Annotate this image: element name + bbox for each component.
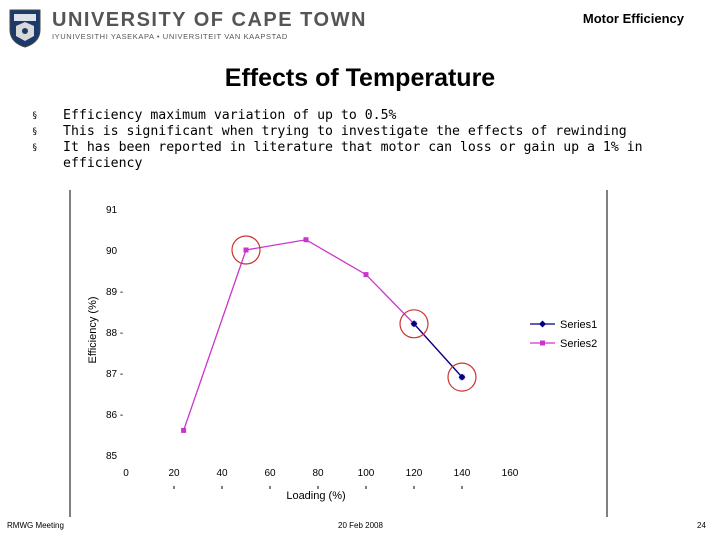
data-point-series2 [303, 237, 309, 243]
y-tick-labels: 85 86 - 87 - 88 - 89 - 90 91 [106, 205, 123, 462]
x-tick-label: 140 [454, 468, 471, 479]
x-axis-label: Loading (%) [286, 490, 345, 502]
bullet-text: This is significant when trying to inves… [63, 124, 627, 139]
x-tick-label: 100 [358, 468, 375, 479]
bullet-icon: § [32, 143, 38, 153]
series-line-series2 [182, 239, 463, 431]
y-tick-label: 90 [106, 246, 118, 257]
data-point-series1 [410, 320, 418, 328]
series-line-series1 [413, 323, 463, 378]
plot-area [181, 235, 477, 433]
x-tick-label: 20 [168, 468, 180, 479]
chart-legend: Series1 Series2 [530, 319, 597, 350]
x-tick-labels: 0 20 40 60 80 100 120 140 160 [123, 468, 519, 489]
bullet-icon: § [32, 127, 38, 137]
highlight-circle [231, 235, 261, 265]
y-tick-label: 89 - [106, 287, 123, 298]
data-point-series2 [181, 427, 187, 433]
footer-page-number: 24 [697, 521, 706, 530]
footer-meeting: RMWG Meeting [7, 521, 64, 530]
y-tick-label: 86 - [106, 410, 123, 421]
bullet-text: It has been reported in literature that … [63, 140, 643, 171]
legend-label-series1: Series1 [560, 319, 597, 331]
x-tick-label: 0 [123, 468, 129, 479]
x-tick-label: 60 [264, 468, 276, 479]
bullet-text: Efficiency maximum variation of up to 0.… [63, 108, 397, 123]
university-name: UNIVERSITY OF CAPE TOWN [52, 9, 367, 31]
bullet-item: § This is significant when trying to inve… [32, 124, 682, 140]
y-axis-label: Efficiency (%) [87, 296, 99, 363]
data-point-series1 [458, 373, 466, 381]
y-tick-label: 85 [106, 451, 118, 462]
data-point-series2 [363, 272, 369, 278]
x-tick-label: 160 [502, 468, 519, 479]
bullet-icon: § [32, 111, 38, 121]
y-tick-label: 88 - [106, 328, 123, 339]
highlight-circle [447, 362, 477, 392]
university-crest-icon [9, 9, 41, 48]
x-tick-label: 80 [312, 468, 324, 479]
bullet-item: § Efficiency maximum variation of up to 0… [32, 108, 682, 124]
y-tick-label: 87 - [106, 369, 123, 380]
bullet-item: § It has been reported in literature that… [32, 140, 682, 172]
legend-marker-series1 [539, 320, 546, 328]
university-subtitle: IYUNIVESITHI YASEKAPA • UNIVERSITEIT VAN… [52, 32, 288, 41]
data-point-series2 [243, 247, 249, 253]
legend-label-series2: Series2 [560, 338, 597, 350]
x-tick-label: 40 [216, 468, 228, 479]
header-title: Motor Efficiency [582, 11, 684, 26]
y-tick-label: 91 [106, 205, 118, 216]
bullet-list: § Efficiency maximum variation of up to 0… [32, 108, 682, 172]
x-tick-label: 120 [406, 468, 423, 479]
highlight-circle [399, 309, 429, 339]
slide-title: Effects of Temperature [224, 64, 496, 92]
footer-date: 20 Feb 2008 [338, 521, 383, 530]
legend-marker-series2 [540, 340, 545, 346]
